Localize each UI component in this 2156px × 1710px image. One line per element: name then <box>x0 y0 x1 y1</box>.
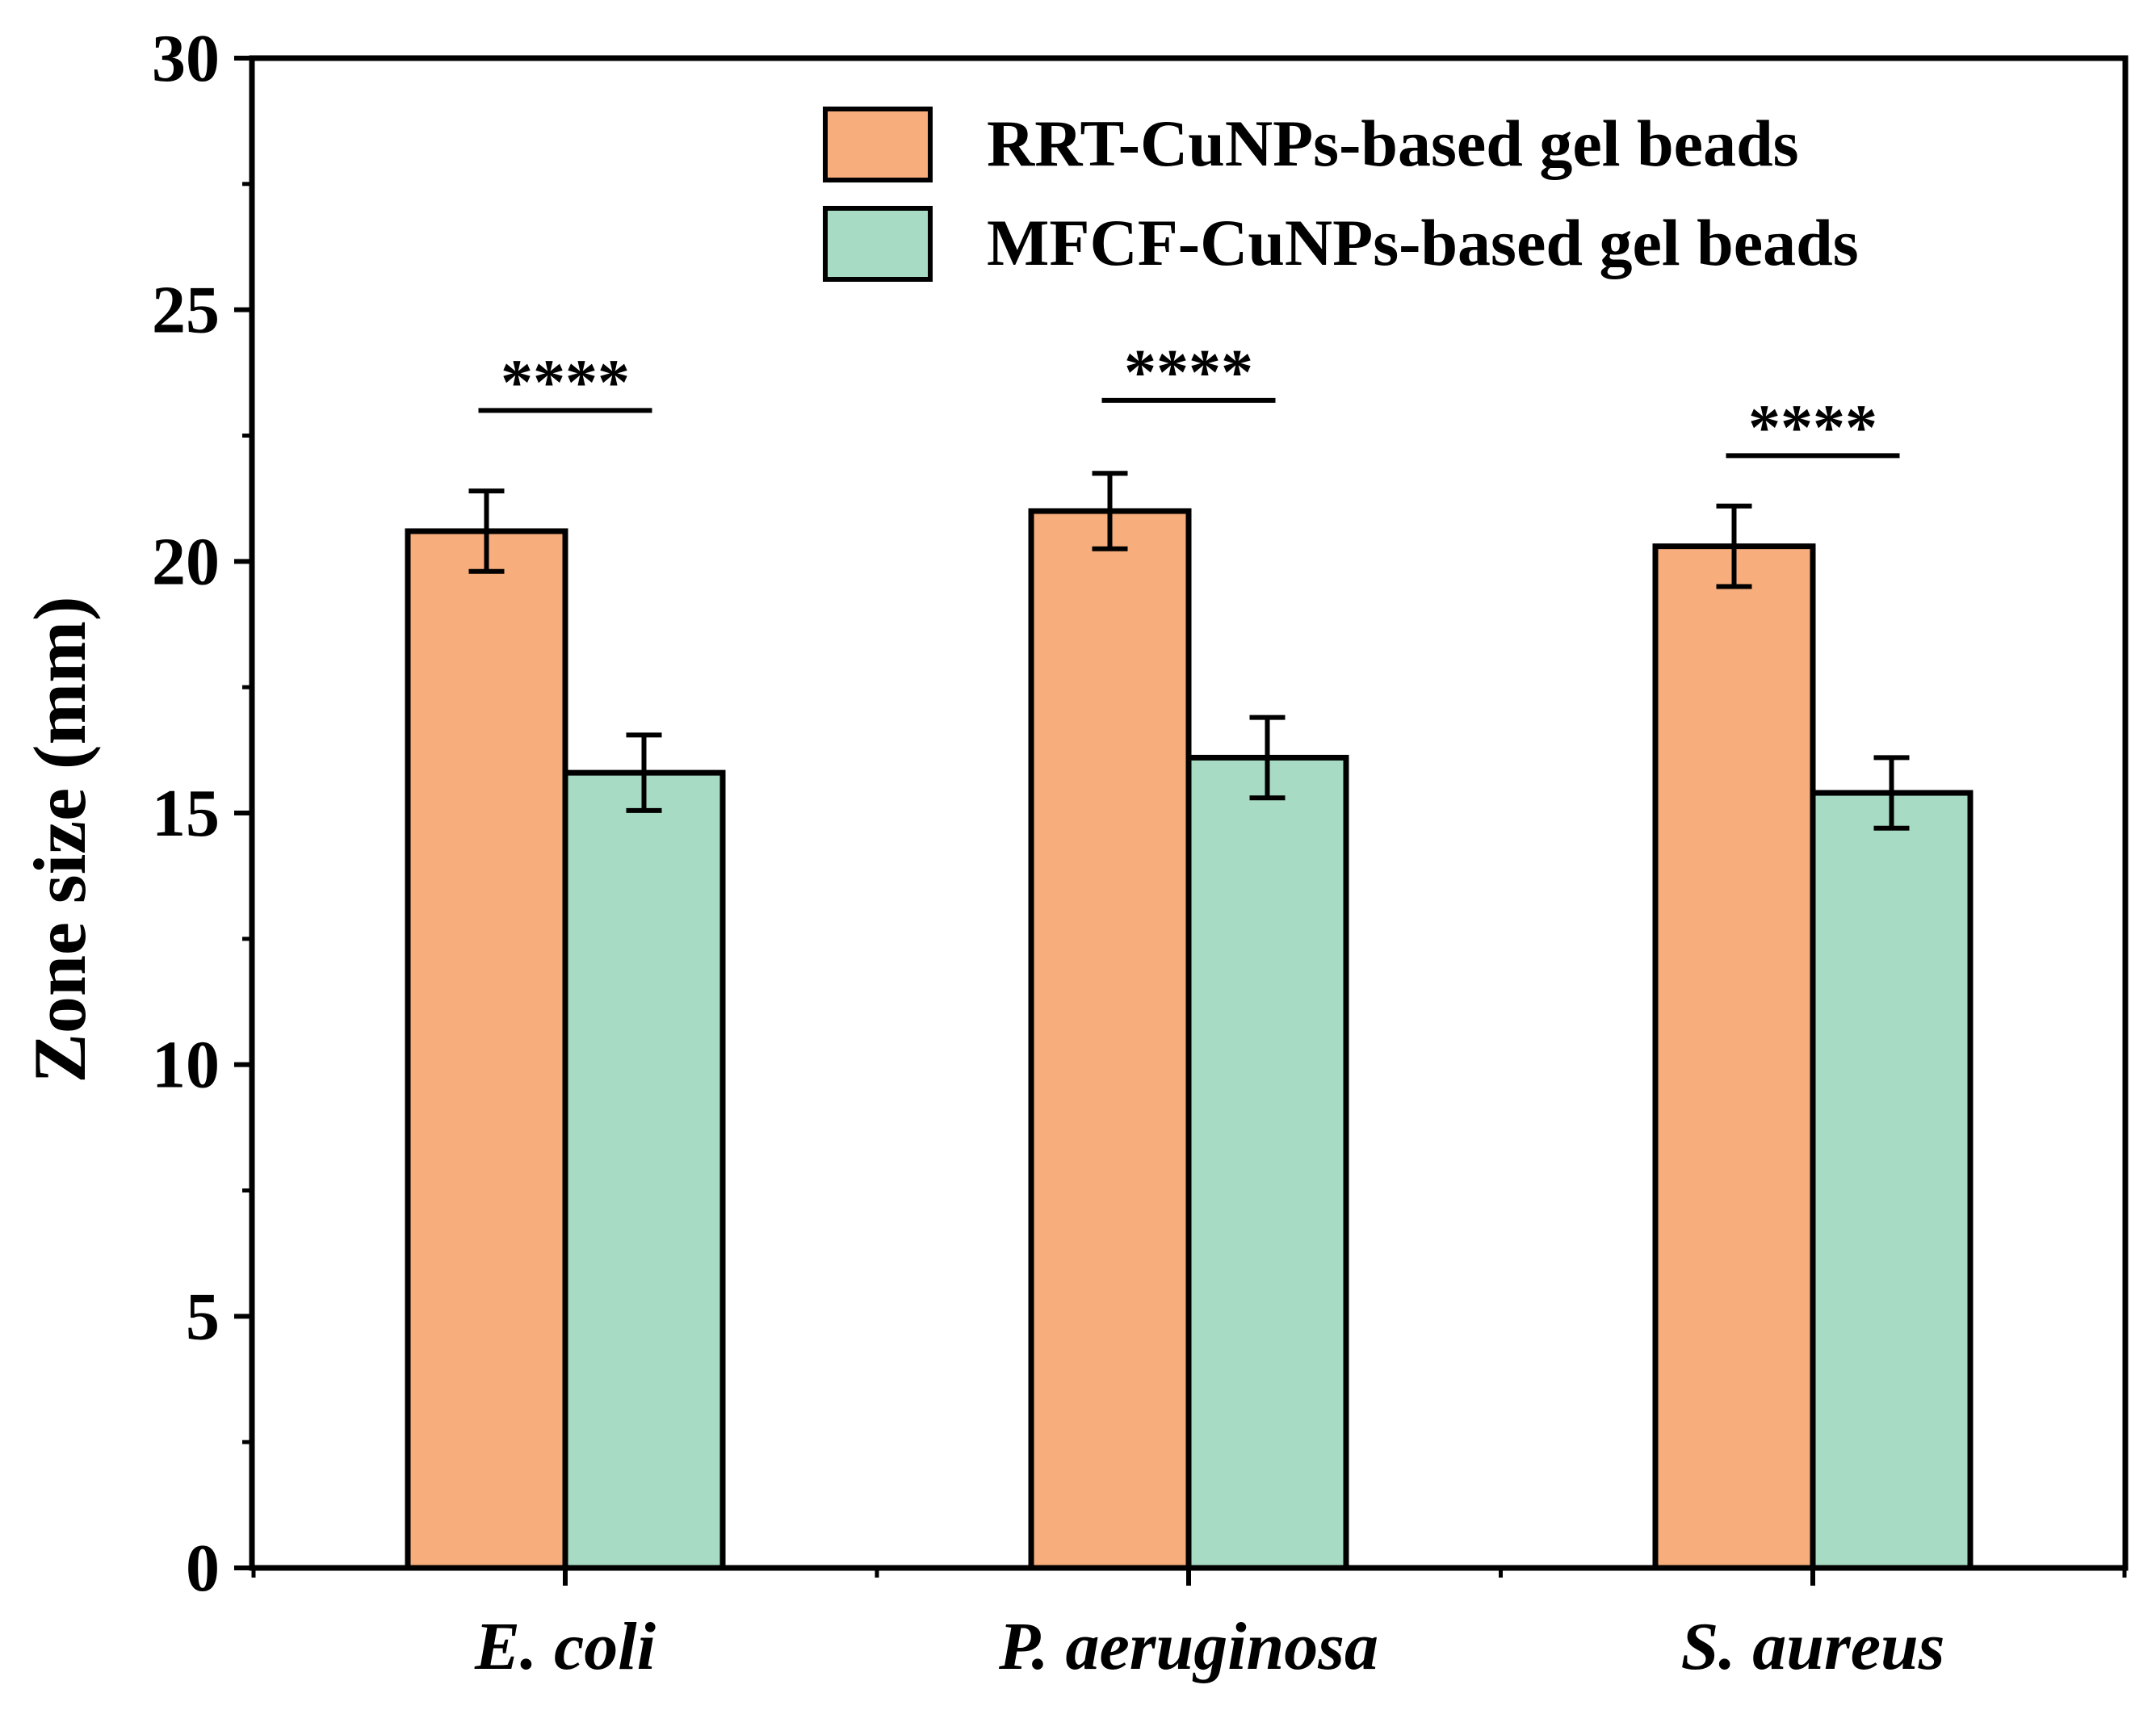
x-tick-label: P. aeruginosa <box>998 1609 1378 1684</box>
significance-label: **** <box>1124 337 1253 409</box>
legend-label-rrt: RRT-CuNPs-based gel beads <box>987 107 1799 180</box>
legend-label-mfcf: MFCF-CuNPs-based gel beads <box>987 206 1859 279</box>
bar-rrt-0 <box>405 528 568 1571</box>
bar-rrt-1 <box>1028 508 1192 1571</box>
x-tick-label: S. aureus <box>1681 1609 1945 1684</box>
bar-mfcf-1 <box>1185 754 1349 1571</box>
y-tick-label: 0 <box>186 1531 220 1606</box>
plot-area: 0 5 10 15 20 25 30 E. coli P. aeruginosa S. aureu… <box>152 21 2129 1684</box>
y-tick-label: 15 <box>152 776 220 851</box>
y-tick-label: 25 <box>152 273 220 348</box>
bar-mfcf-2 <box>1810 790 1974 1571</box>
y-axis-title: Zone size (mm) <box>19 597 101 1083</box>
y-tick-label: 30 <box>152 21 220 96</box>
y-tick-label: 10 <box>152 1028 220 1103</box>
significance-label: **** <box>1748 392 1877 463</box>
legend-swatch-mfcf <box>823 206 933 282</box>
legend-swatch-rrt <box>823 107 933 182</box>
y-tick-label: 5 <box>186 1279 220 1354</box>
x-tick-label: E. coli <box>474 1609 656 1684</box>
y-tick-label: 20 <box>152 524 220 599</box>
bar-mfcf-0 <box>562 769 726 1571</box>
significance-label: **** <box>501 347 630 418</box>
bar-rrt-2 <box>1652 543 1816 1571</box>
legend: RRT-CuNPs-based gel beads MFCF-CuNPs-base… <box>823 107 1859 282</box>
